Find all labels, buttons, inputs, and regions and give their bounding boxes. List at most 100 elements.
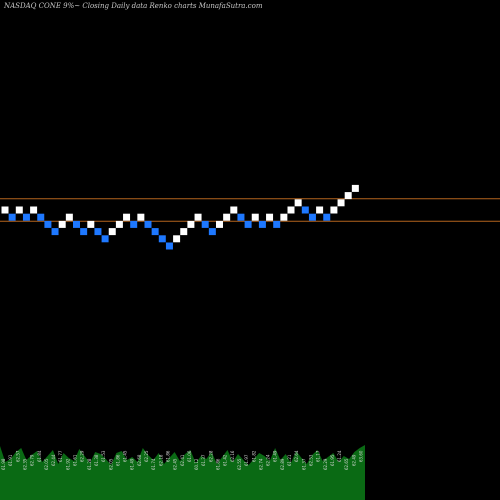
price-label: 62.55 bbox=[237, 458, 242, 470]
price-label: 61.24 bbox=[337, 450, 342, 462]
volume-panel bbox=[0, 445, 365, 500]
price-label: 61.92 bbox=[65, 458, 70, 470]
renko-brick-up bbox=[65, 213, 73, 221]
renko-brick-down bbox=[130, 220, 138, 228]
price-label: 62.24 bbox=[266, 454, 271, 466]
price-label: 62.89 bbox=[280, 458, 285, 470]
price-label: 61.98 bbox=[1, 458, 6, 470]
renko-brick-down bbox=[94, 228, 102, 236]
price-label: 61.42 bbox=[223, 454, 228, 466]
price-label: 62.57 bbox=[15, 450, 20, 462]
price-label: 62.35 bbox=[23, 458, 28, 470]
price-label: 62.18 bbox=[158, 454, 163, 466]
price-label: 60.12 bbox=[194, 458, 199, 470]
renko-brick-up bbox=[316, 206, 324, 214]
price-label: 61.53 bbox=[101, 450, 106, 462]
price-label: 62.05 bbox=[108, 458, 113, 470]
renko-brick-down bbox=[165, 242, 173, 250]
price-label: 61.45 bbox=[123, 450, 128, 462]
renko-brick-down bbox=[273, 220, 281, 228]
renko-brick-down bbox=[244, 220, 252, 228]
renko-brick-down bbox=[237, 213, 245, 221]
price-label: 62.64 bbox=[294, 450, 299, 462]
volume-area bbox=[0, 445, 365, 500]
renko-brick-up bbox=[294, 199, 302, 207]
price-label: 61.86 bbox=[216, 458, 221, 470]
price-label: 61.95 bbox=[330, 454, 335, 466]
price-label: 61.82 bbox=[251, 450, 256, 462]
price-label: 61.49 bbox=[273, 450, 278, 462]
chart-header: NASDAQ CONE 9%~ Closing Daily data Renko… bbox=[3, 2, 263, 10]
renko-brick-up bbox=[194, 213, 202, 221]
renko-brick-down bbox=[208, 228, 216, 236]
price-label: 62.68 bbox=[137, 454, 142, 466]
price-label: 62.05 bbox=[44, 458, 49, 470]
price-label: 61.37 bbox=[201, 454, 206, 466]
renko-brick-up bbox=[251, 213, 259, 221]
price-label: 61.86 bbox=[166, 450, 171, 462]
renko-brick-down bbox=[258, 220, 266, 228]
renko-brick-up bbox=[230, 206, 238, 214]
renko-brick-down bbox=[80, 228, 88, 236]
renko-brick-up bbox=[30, 206, 38, 214]
renko-brick-up bbox=[344, 192, 352, 200]
price-label: 63.60 bbox=[359, 450, 364, 462]
renko-brick-down bbox=[144, 220, 152, 228]
price-label: 62.41 bbox=[180, 454, 185, 466]
price-label: 61.17 bbox=[316, 450, 321, 462]
renko-brick-up bbox=[330, 206, 338, 214]
price-label: 61.86 bbox=[115, 454, 120, 466]
renko-brick-up bbox=[115, 220, 123, 228]
price-label: 61.49 bbox=[130, 458, 135, 470]
renko-brick-down bbox=[301, 206, 309, 214]
renko-brick-up bbox=[287, 206, 295, 214]
renko-brick-down bbox=[158, 235, 166, 243]
price-label: 62.65 bbox=[344, 458, 349, 470]
renko-brick-down bbox=[51, 228, 59, 236]
price-label: 62.53 bbox=[308, 454, 313, 466]
price-label: 61.38 bbox=[94, 454, 99, 466]
price-label: 61.77 bbox=[58, 450, 63, 462]
price-label: 62.79 bbox=[30, 454, 35, 466]
price-label: 62.45 bbox=[173, 458, 178, 470]
renko-bricks bbox=[1, 184, 359, 250]
renko-brick-up bbox=[216, 220, 223, 228]
renko-brick-up bbox=[337, 199, 345, 207]
price-label: 61.84 bbox=[37, 450, 42, 462]
price-label: 61.28 bbox=[87, 458, 92, 470]
renko-brick-up bbox=[87, 220, 95, 228]
renko-brick-up bbox=[187, 220, 195, 228]
price-label: 62.74 bbox=[258, 458, 263, 470]
price-label: 62.29 bbox=[80, 450, 85, 462]
price-label: 61.21 bbox=[287, 454, 292, 466]
price-label: 62.29 bbox=[323, 458, 328, 470]
price-label: 61.91 bbox=[8, 454, 13, 466]
renko-brick-up bbox=[280, 213, 288, 221]
price-label: 61.37 bbox=[301, 458, 306, 470]
renko-brick-down bbox=[201, 220, 209, 228]
price-label: 62.25 bbox=[144, 450, 149, 462]
price-label: 61.74 bbox=[151, 458, 156, 470]
price-label: 62.28 bbox=[208, 450, 213, 462]
renko-brick-up bbox=[123, 213, 131, 221]
renko-brick-up bbox=[108, 228, 116, 236]
renko-brick-down bbox=[73, 220, 80, 228]
price-label: 61.97 bbox=[244, 454, 249, 466]
renko-brick-up bbox=[1, 206, 9, 214]
renko-brick-down bbox=[37, 213, 45, 221]
price-label: 61.06 bbox=[187, 450, 192, 462]
renko-brick-down bbox=[323, 213, 331, 221]
price-label: 61.61 bbox=[73, 454, 78, 466]
renko-brick-down bbox=[101, 235, 109, 243]
price-label: 62.49 bbox=[351, 454, 356, 466]
renko-brick-down bbox=[8, 213, 16, 221]
price-label: 62.44 bbox=[51, 454, 56, 466]
renko-brick-up bbox=[15, 206, 23, 214]
renko-brick-down bbox=[151, 228, 159, 236]
renko-brick-down bbox=[22, 213, 30, 221]
renko-brick-up bbox=[173, 235, 181, 243]
renko-brick-up bbox=[137, 213, 145, 221]
renko-brick-up bbox=[223, 213, 231, 221]
